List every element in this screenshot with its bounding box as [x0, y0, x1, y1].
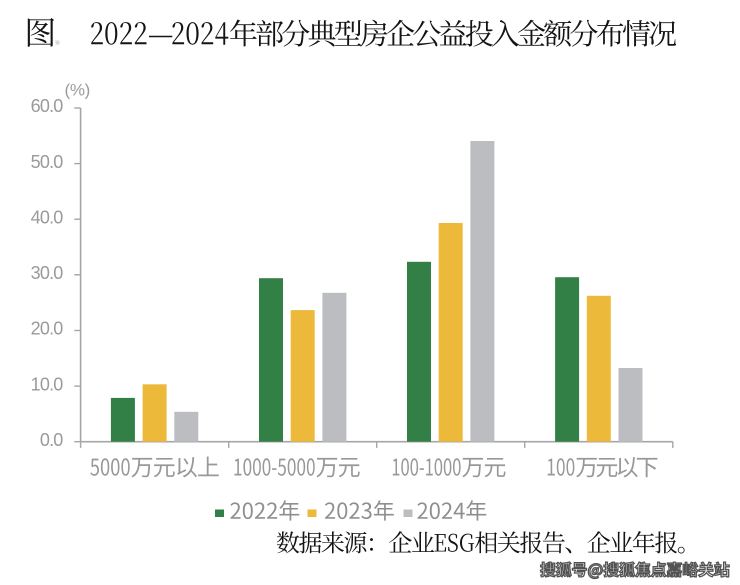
- svg-text:(%): (%): [65, 81, 91, 100]
- svg-text:0.0: 0.0: [40, 430, 63, 450]
- svg-text:40.0: 40.0: [31, 207, 64, 227]
- svg-text:60.0: 60.0: [31, 96, 64, 116]
- svg-text:30.0: 30.0: [31, 263, 64, 283]
- svg-text:10.0: 10.0: [31, 374, 64, 394]
- svg-text:20.0: 20.0: [31, 319, 64, 339]
- svg-text:50.0: 50.0: [31, 152, 64, 172]
